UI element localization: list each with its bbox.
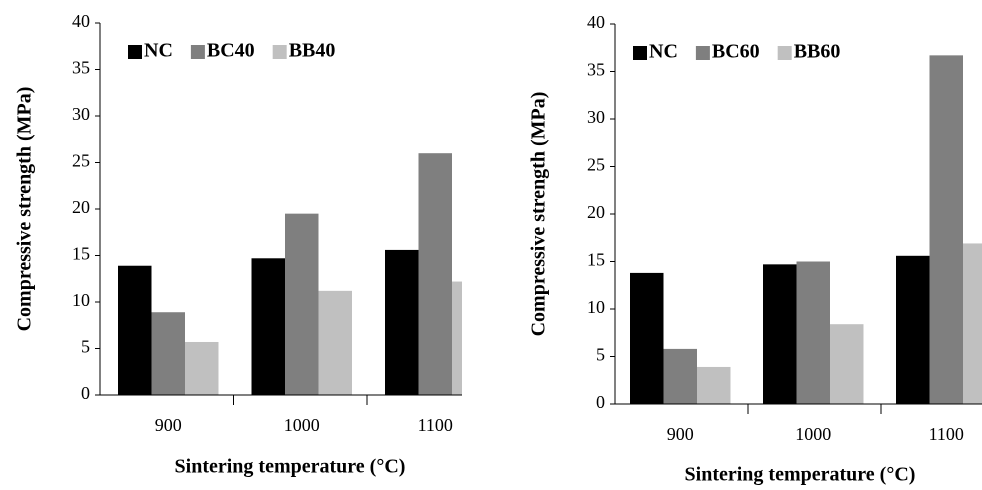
x-tick-label: 900: [667, 424, 694, 444]
bar: [963, 243, 982, 404]
bar: [796, 261, 830, 404]
bar: [385, 249, 419, 395]
x-axis-title: Sintering temperature (°C): [175, 456, 406, 478]
legend-label: BB60: [794, 41, 841, 63]
y-tick-label: 35: [72, 58, 90, 78]
legend-swatch: [190, 45, 205, 59]
y-tick-label: 10: [72, 290, 90, 310]
y-axis-title: Compressive strength (MPa): [14, 87, 36, 332]
y-tick-label: 25: [587, 155, 605, 175]
bar: [896, 255, 930, 404]
bar: [285, 213, 319, 395]
legend-label: NC: [649, 41, 678, 63]
legend-label: NC: [144, 40, 173, 62]
x-tick-label: 1000: [795, 424, 831, 444]
bar: [251, 258, 285, 395]
y-tick-label: 30: [72, 104, 90, 124]
y-tick-label: 25: [72, 151, 90, 171]
y-tick-label: 40: [72, 11, 90, 31]
legend-label: BB40: [289, 40, 336, 62]
x-tick-label: 1100: [418, 415, 453, 435]
legend-label: BC40: [207, 40, 255, 62]
bar: [630, 272, 664, 404]
bar: [318, 290, 352, 395]
bar: [830, 324, 864, 404]
y-tick-label: 5: [81, 337, 90, 357]
y-tick-label: 0: [596, 392, 605, 412]
bar: [663, 348, 697, 404]
legend-swatch: [633, 46, 647, 60]
bar: [118, 265, 152, 395]
x-tick-label: 1000: [284, 415, 320, 435]
y-tick-label: 15: [587, 250, 605, 270]
y-tick-label: 20: [72, 197, 90, 217]
y-tick-label: 15: [72, 244, 90, 264]
y-axis-title: Compressive strength (MPa): [528, 92, 550, 337]
legend-label: BC60: [712, 41, 760, 63]
y-tick-label: 35: [587, 60, 605, 80]
legend-swatch: [272, 45, 287, 59]
legend-swatch: [128, 45, 142, 59]
y-tick-label: 30: [587, 107, 605, 127]
bar: [185, 341, 219, 395]
x-tick-label: 900: [155, 415, 182, 435]
y-tick-label: 0: [81, 383, 90, 403]
legend-swatch: [777, 46, 792, 60]
plot: 900 1000 1100: [615, 55, 982, 444]
bar: [763, 264, 797, 404]
bar: [418, 153, 452, 395]
x-axis-title: Sintering temperature (°C): [685, 464, 916, 486]
bar: [929, 55, 963, 404]
bar: [151, 312, 185, 395]
y-tick-label: 40: [587, 12, 605, 32]
legend-swatch: [695, 46, 710, 60]
y-tick-label: 5: [596, 345, 605, 365]
bar: [452, 281, 462, 395]
y-tick-label: 10: [587, 297, 605, 317]
plot: 900 1000 1100: [100, 153, 462, 435]
x-tick-label: 1100: [929, 424, 964, 444]
y-tick-label: 20: [587, 202, 605, 222]
bar: [697, 366, 731, 404]
